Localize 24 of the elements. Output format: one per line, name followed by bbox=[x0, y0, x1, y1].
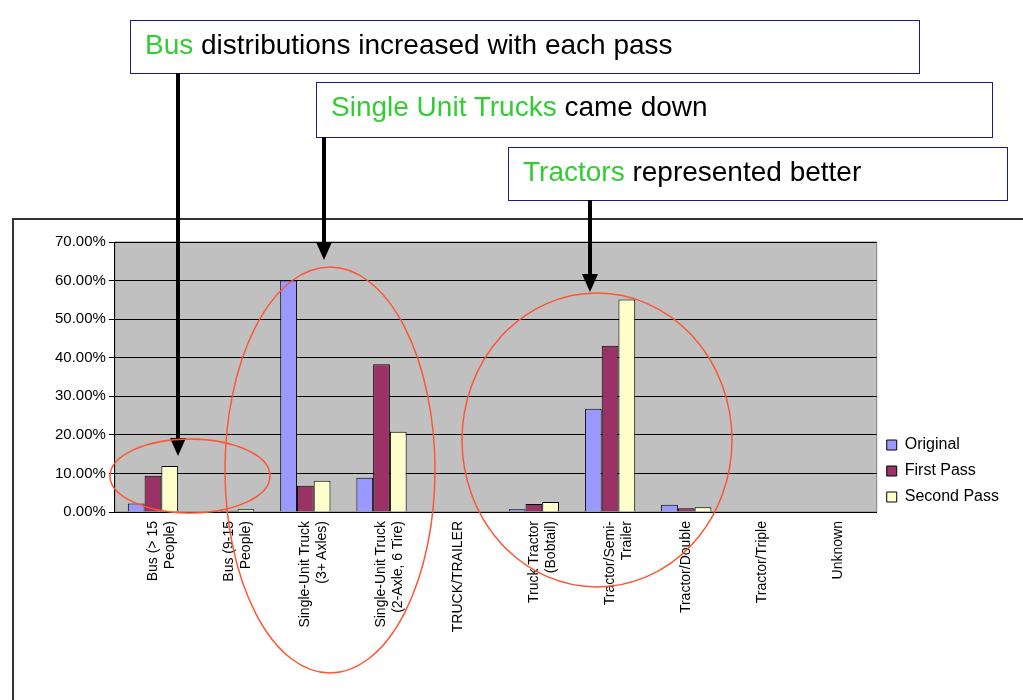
legend-label: Second Pass bbox=[904, 487, 999, 505]
x-tick-label: Unknown bbox=[829, 521, 846, 580]
y-tick-label: 70.00% bbox=[55, 232, 106, 250]
legend-label: First Pass bbox=[904, 461, 976, 479]
y-tick-label: 50.00% bbox=[55, 309, 106, 327]
x-tick-label: Truck Tractor (Bobtail) bbox=[524, 520, 558, 603]
x-tick-label: Tractor/Semi- Trailer bbox=[600, 520, 634, 606]
x-tick-label: TRUCK/TRAILER bbox=[448, 521, 465, 633]
legend-label: Original bbox=[904, 435, 960, 453]
x-tick-label: Single-Unit Truck (2-Axle, 6 Tire) bbox=[372, 520, 406, 628]
x-tick-label: Bus (9-15 People) bbox=[220, 520, 253, 582]
y-tick-label: 10.00% bbox=[55, 463, 106, 481]
text: Bus distributions increased with each pass bbox=[130, 20, 920, 74]
text: Tractors represented better bbox=[508, 147, 1008, 201]
y-tick-label: 60.00% bbox=[55, 270, 106, 288]
x-tick-label: Single-Unit Truck (3+ Axles) bbox=[296, 520, 329, 628]
text: Single Unit Trucks came down bbox=[316, 82, 993, 138]
y-tick-label: 20.00% bbox=[55, 425, 106, 442]
y-tick-label: 0.00% bbox=[63, 502, 106, 520]
x-tick-label: Bus (> 15 People) bbox=[143, 520, 177, 582]
y-tick-label: 40.00% bbox=[55, 347, 106, 365]
x-tick-label: Tractor/Triple bbox=[753, 520, 770, 604]
y-tick-label: 30.00% bbox=[55, 386, 106, 404]
x-tick-label: Tractor/Double bbox=[677, 520, 694, 614]
